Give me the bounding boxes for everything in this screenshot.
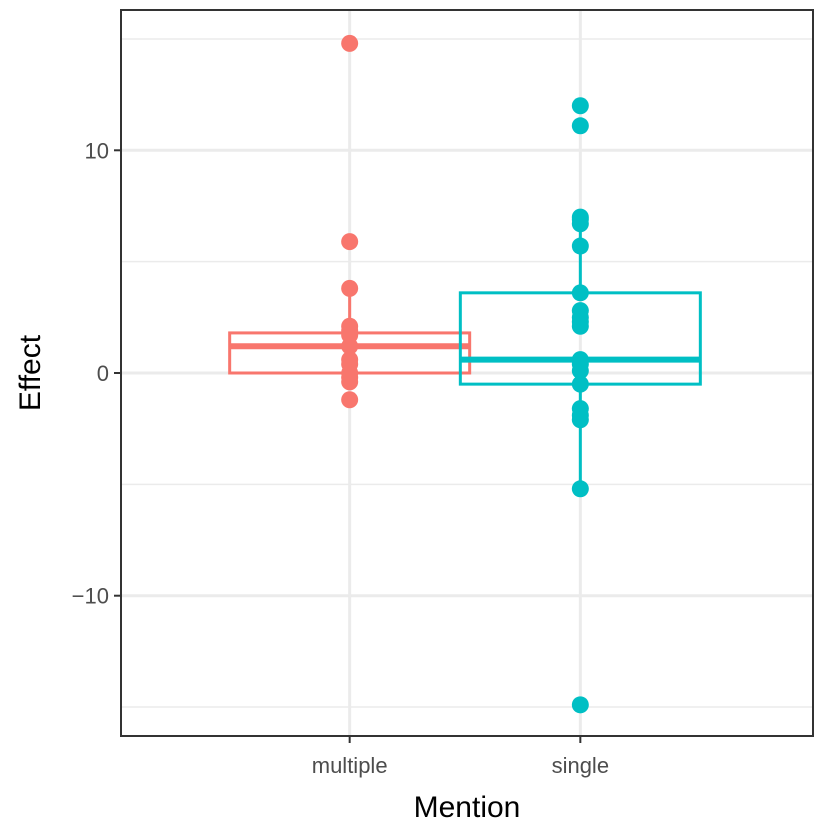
x-axis-title: Mention (414, 791, 521, 823)
point-single (571, 362, 589, 380)
y-tick-label: 0 (97, 361, 109, 386)
y-tick-label: −10 (72, 584, 109, 609)
x-tick-label: multiple (312, 753, 388, 778)
point-single (571, 284, 589, 302)
data-points (341, 34, 589, 714)
y-tick-label: 10 (85, 138, 109, 163)
point-single (571, 237, 589, 255)
point-single (571, 375, 589, 393)
point-multiple (341, 279, 359, 297)
point-multiple (341, 34, 359, 52)
point-multiple (341, 391, 359, 409)
x-tick-label: single (552, 753, 609, 778)
point-multiple (341, 337, 359, 355)
point-multiple (341, 233, 359, 251)
point-multiple (341, 373, 359, 391)
point-single (571, 97, 589, 115)
x-axis: multiple single (312, 736, 609, 778)
point-single (571, 215, 589, 233)
y-axis: −10 0 10 (72, 138, 121, 609)
point-single (571, 480, 589, 498)
minor-gridlines (121, 38, 813, 708)
point-single (571, 117, 589, 135)
point-single (571, 317, 589, 335)
y-axis-title: Effect (14, 334, 47, 411)
point-single (571, 696, 589, 714)
point-single (571, 411, 589, 429)
